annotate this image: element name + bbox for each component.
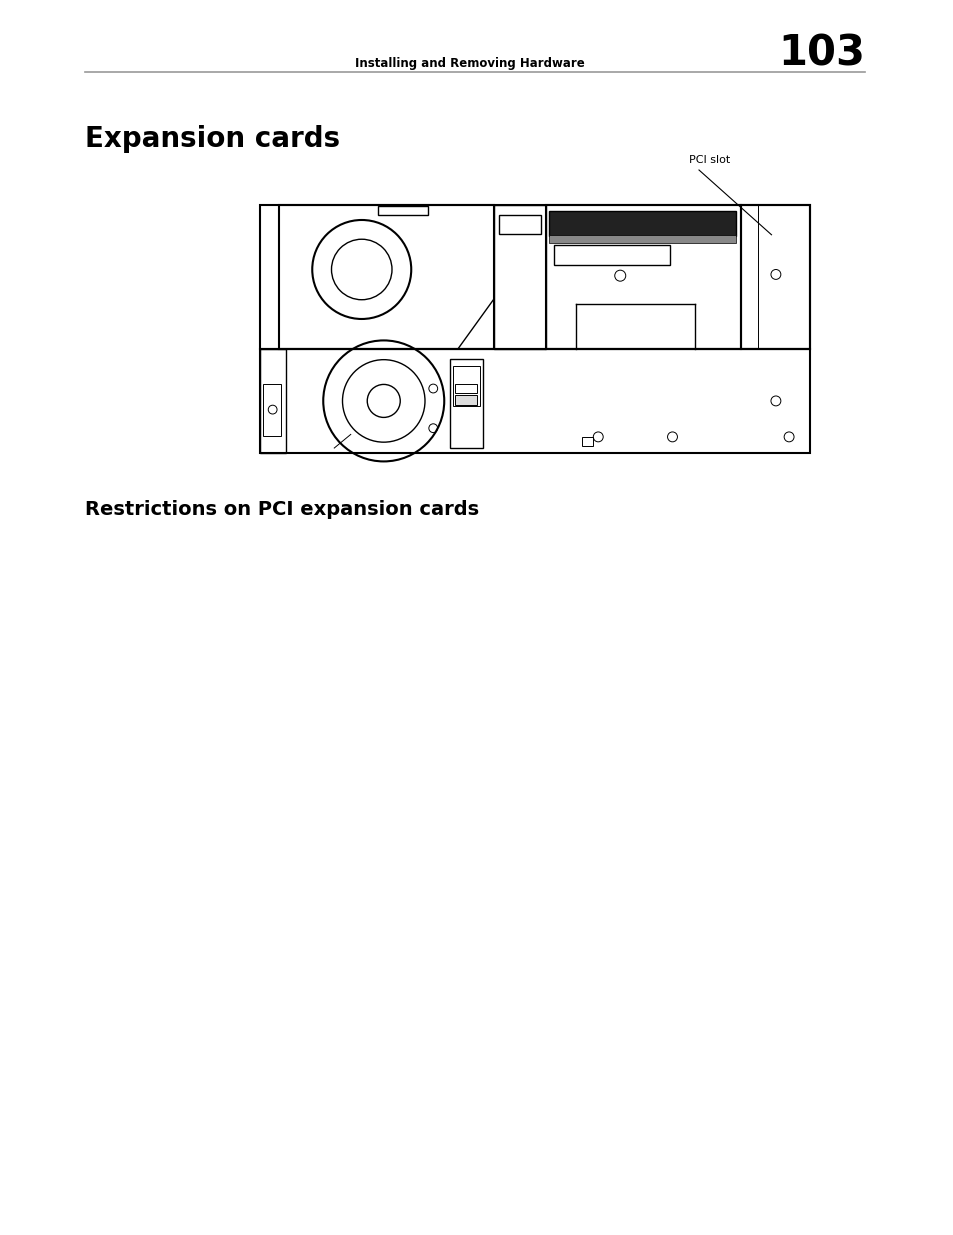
Bar	[740, 205, 809, 348]
Bar	[260, 348, 809, 453]
Bar	[548, 211, 735, 236]
Text: Restrictions on PCI expansion cards: Restrictions on PCI expansion cards	[85, 500, 478, 519]
Bar	[494, 205, 545, 348]
Text: PCI slot: PCI slot	[688, 156, 729, 165]
Bar	[377, 206, 427, 215]
Text: Installing and Removing Hardware: Installing and Removing Hardware	[355, 57, 584, 70]
Bar	[263, 384, 280, 436]
Bar	[545, 205, 740, 348]
Bar	[279, 205, 494, 348]
Bar	[449, 358, 482, 448]
Bar	[548, 235, 735, 243]
Text: Expansion cards: Expansion cards	[85, 125, 340, 153]
Bar	[581, 437, 593, 446]
Bar	[554, 245, 669, 264]
Bar	[452, 367, 479, 406]
Bar	[260, 205, 809, 348]
Bar	[260, 348, 286, 453]
Bar	[498, 215, 540, 233]
Text: 103: 103	[778, 33, 864, 75]
Bar	[455, 395, 476, 405]
Bar	[455, 384, 476, 394]
